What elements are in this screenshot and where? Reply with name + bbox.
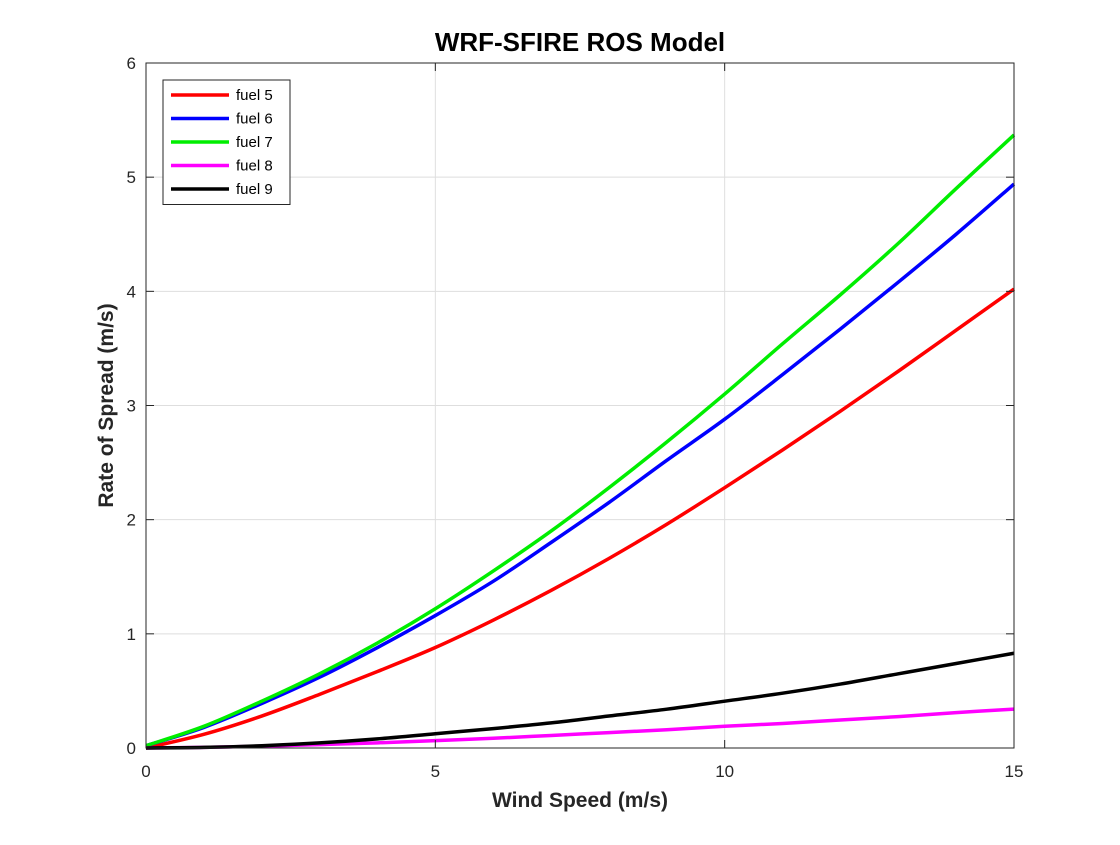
x-tick-label: 10 — [715, 762, 734, 781]
legend-label: fuel 7 — [236, 134, 273, 151]
y-tick-label: 0 — [127, 739, 136, 758]
legend: fuel 5 fuel 6 fuel 7 fuel 8 fuel 9 — [162, 79, 291, 205]
x-tick-label: 0 — [141, 762, 150, 781]
legend-label: fuel 5 — [236, 87, 273, 104]
series-lines — [145, 133, 1016, 750]
series-line-fuel-7 — [145, 133, 1016, 748]
legend-item: fuel 5 — [171, 87, 273, 104]
legend-label: fuel 8 — [236, 158, 273, 175]
legend-item: fuel 8 — [171, 158, 273, 175]
y-tick-labels: 0 1 2 3 4 5 6 — [127, 54, 136, 758]
x-tick-labels: 0 5 10 15 — [141, 762, 1023, 781]
y-tick-label: 5 — [127, 168, 136, 187]
x-axis-title: Wind Speed (m/s) — [492, 789, 668, 812]
series-line-fuel-6 — [145, 182, 1016, 748]
legend-item: fuel 9 — [171, 181, 273, 198]
legend-item: fuel 6 — [171, 111, 273, 128]
x-tick-label: 15 — [1005, 762, 1024, 781]
tick-marks — [145, 62, 1015, 749]
y-tick-label: 2 — [127, 511, 136, 530]
series-line-fuel-5 — [145, 287, 1016, 750]
legend-label: fuel 9 — [236, 181, 273, 198]
legend-item: fuel 7 — [171, 134, 273, 151]
y-axis-title: Rate of Spread (m/s) — [95, 303, 118, 507]
y-tick-label: 1 — [127, 625, 136, 644]
series-line-fuel-9 — [145, 651, 1015, 750]
y-tick-label: 3 — [127, 397, 136, 416]
x-tick-label: 5 — [431, 762, 440, 781]
chart-title: WRF-SFIRE ROS Model — [435, 27, 725, 57]
grid-lines — [146, 63, 1014, 748]
y-tick-label: 4 — [127, 282, 136, 301]
legend-items: fuel 5 fuel 6 fuel 7 fuel 8 fuel 9 — [171, 87, 273, 198]
legend-label: fuel 6 — [236, 111, 273, 128]
y-tick-label: 6 — [127, 54, 136, 73]
